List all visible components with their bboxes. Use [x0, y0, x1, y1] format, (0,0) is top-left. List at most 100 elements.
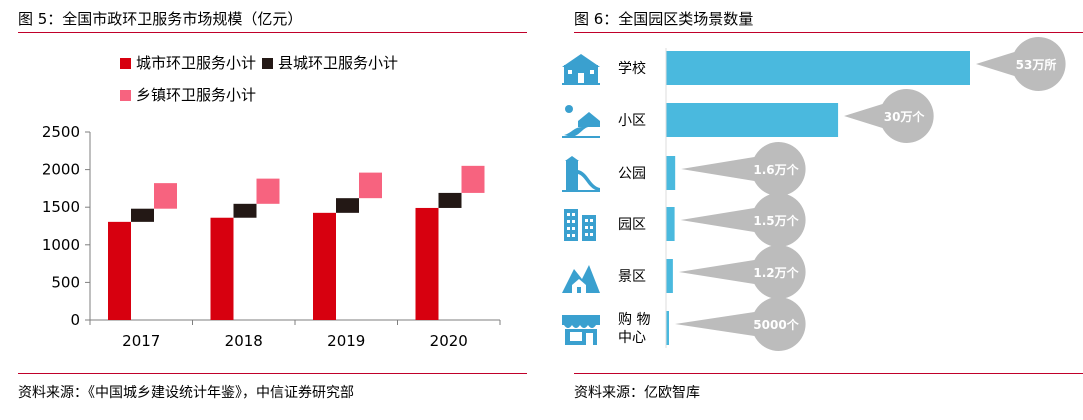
value-label-5: 1.2万个 [753, 265, 799, 280]
figure-6-source: 资料来源：亿欧智库 [574, 385, 700, 401]
icon-part [582, 215, 596, 241]
bar-2018-series-1 [210, 217, 234, 320]
icon-part [562, 136, 600, 138]
y-tick-label: 2500 [42, 123, 80, 141]
category-label-2: 小区 [618, 113, 646, 129]
category-label-3: 公园 [618, 166, 646, 182]
value-bubble-2 [844, 89, 934, 143]
bar-2020-series-2 [438, 192, 462, 208]
icon-part [590, 226, 593, 229]
icon-part [565, 105, 573, 113]
value-bubble-5 [678, 245, 806, 300]
x-tick-label: 2018 [225, 332, 263, 350]
figure-6-bottom-rule [574, 373, 1083, 374]
icon-part [570, 332, 582, 341]
icon-part [572, 213, 575, 216]
bar-2019-series-3 [359, 172, 382, 199]
bar-2017-series-3 [154, 183, 177, 209]
y-tick-label: 2000 [42, 161, 80, 179]
category-label-6-line-1: 购 物 [618, 312, 650, 328]
icon-part [572, 325, 580, 328]
icon-part [572, 279, 586, 293]
icon-part [572, 220, 575, 223]
legend-label-1: 城市环卫服务小计 [136, 54, 256, 72]
icon-part [590, 219, 593, 222]
figure-5-bottom-rule [18, 373, 527, 374]
bar-学校 [666, 51, 970, 85]
figure-6-title: 图 6：全国园区类场景数量 [574, 10, 754, 28]
icon-part [562, 190, 600, 192]
legend-swatch-3 [120, 90, 131, 101]
figure-6-panel: 图 6：全国园区类场景数量 学校 53万所 小区 30万个 公园 1.6万个 园区 1.5万个… [556, 0, 1083, 420]
figure-6-top-rule [574, 32, 1083, 33]
icon-part [588, 325, 596, 328]
icon-part [590, 233, 593, 236]
icon-part [564, 325, 572, 328]
bar-2017-series-1 [108, 221, 131, 320]
scenic-area-icon [562, 265, 600, 293]
icon-part [590, 70, 594, 74]
icon-part [580, 325, 588, 328]
figure-5-top-rule [18, 32, 527, 33]
icon-part [567, 220, 570, 223]
icon-part [577, 287, 581, 293]
icon-part [578, 73, 584, 83]
bar-小区 [666, 103, 839, 137]
icon-part [572, 234, 575, 237]
bar-景区 [666, 259, 673, 293]
icon-part [562, 54, 600, 67]
value-bubble-3 [681, 142, 806, 196]
bar-2020-series-3 [461, 165, 485, 193]
bar-购物中心 [666, 311, 669, 345]
bar-公园 [666, 156, 676, 190]
shopping-mall-icon [562, 315, 600, 345]
bar-2019-series-1 [313, 212, 336, 320]
y-tick-label: 0 [70, 311, 80, 329]
value-label-4: 1.5万个 [753, 213, 799, 228]
icon-part [564, 127, 588, 137]
icon-part [562, 265, 600, 293]
x-tick-label: 2020 [430, 332, 468, 350]
figure-5-title: 图 5：全国市政环卫服务市场规模（亿元） [18, 10, 303, 28]
y-tick-label: 1000 [42, 236, 80, 254]
icon-part [586, 333, 593, 345]
icon-part [566, 160, 578, 190]
icon-part [568, 70, 572, 74]
icon-part [572, 227, 575, 230]
bar-2017-series-2 [131, 208, 154, 222]
x-tick-label: 2019 [327, 332, 365, 350]
x-tick-label: 2017 [122, 332, 160, 350]
school-icon [562, 54, 600, 85]
value-bubble-6 [675, 296, 806, 351]
figure-5-source: 资料来源：《中国城乡建设统计年鉴》，中信证券研究部 [18, 385, 354, 401]
value-label-3: 1.6万个 [753, 162, 799, 177]
icon-part [567, 213, 570, 216]
legend-swatch-1 [120, 58, 131, 69]
bar-园区 [666, 207, 675, 241]
icon-part [567, 227, 570, 230]
legend-swatch-2 [262, 58, 273, 69]
icon-part [578, 112, 600, 127]
icon-part [565, 156, 579, 161]
icon-part [567, 234, 570, 237]
residential-icon [562, 105, 600, 138]
legend-label-2: 县城环卫服务小计 [278, 54, 398, 72]
value-label-1: 53万所 [1016, 57, 1057, 72]
icon-part [564, 209, 578, 241]
bar-2019-series-2 [336, 198, 359, 213]
y-tick-label: 500 [51, 273, 80, 291]
icon-part [578, 170, 600, 191]
icon-part [562, 83, 600, 85]
figure-5-panel: 图 5：全国市政环卫服务市场规模（亿元） 城市环卫服务小计 县城环卫服务小计乡镇环… [0, 0, 527, 420]
category-label-5: 景区 [618, 269, 646, 285]
y-tick-label: 1500 [42, 198, 80, 216]
bar-2018-series-2 [233, 203, 257, 218]
value-label-2: 30万个 [884, 109, 926, 124]
legend-label-3: 乡镇环卫服务小计 [136, 86, 256, 104]
industrial-park-icon [564, 209, 596, 241]
value-bubble-4 [680, 193, 806, 247]
icon-part [562, 315, 600, 325]
value-label-6: 5000个 [753, 317, 799, 332]
